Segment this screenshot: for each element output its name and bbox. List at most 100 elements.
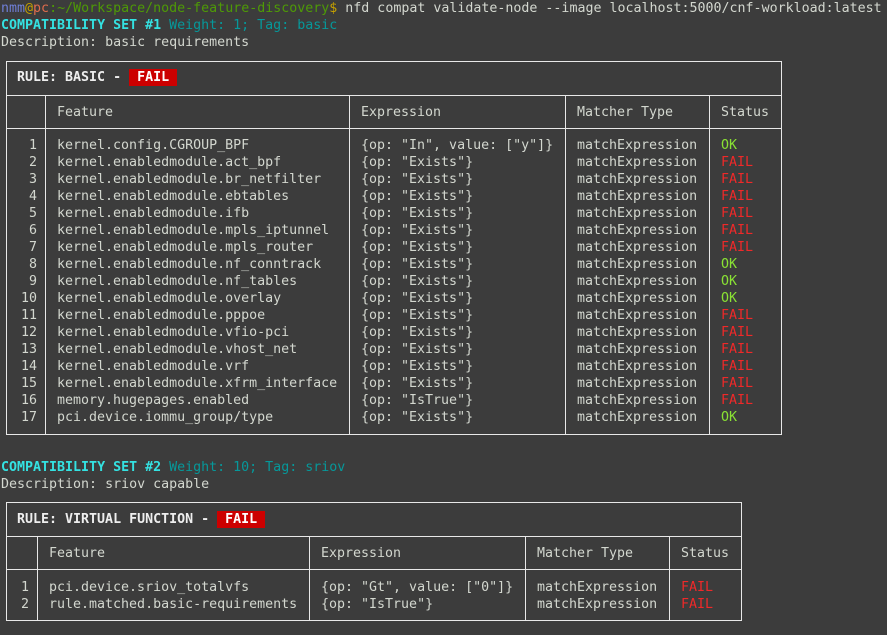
set1-description: Description: basic requirements <box>1 35 250 50</box>
row-status: FAIL <box>681 597 714 612</box>
row-row-index: 14 <box>21 359 38 374</box>
row-status: FAIL <box>721 206 754 221</box>
set2-description: Description: sriov capable <box>1 477 210 492</box>
row-status: FAIL <box>681 580 714 595</box>
row-row-index: 1 <box>21 580 30 595</box>
column-header-feature: Feature <box>49 546 106 561</box>
row-status: FAIL <box>721 376 754 391</box>
row-row-index: 9 <box>29 274 38 289</box>
set2-heading: COMPATIBILITY SET #2 Weight: 10; Tag: sr… <box>1 459 345 476</box>
row-feature: kernel.enabledmodule.vfio-pci <box>57 325 290 340</box>
row-expression: {op: "In", value: ["y"]} <box>361 138 554 153</box>
row-feature: kernel.enabledmodule.xfrm_interface <box>57 376 338 391</box>
row-status: OK <box>721 410 738 425</box>
row-matcher-type: matchExpression <box>577 376 698 391</box>
row-row-index: 6 <box>29 223 38 238</box>
rule-status-badge: FAIL <box>217 511 266 528</box>
rule-title: RULE: BASIC - FAIL <box>7 62 781 96</box>
rule-status-badge: FAIL <box>129 69 178 86</box>
row-feature: memory.hugepages.enabled <box>57 393 250 408</box>
rule-label: RULE: VIRTUAL FUNCTION - <box>17 512 218 527</box>
prompt-at: @ <box>25 1 34 16</box>
column-divider <box>37 537 38 620</box>
row-row-index: 13 <box>21 342 38 357</box>
column-divider <box>709 96 710 434</box>
set-meta: Weight: 10; Tag: sriov <box>161 460 346 475</box>
row-matcher-type: matchExpression <box>577 274 698 289</box>
row-matcher-type: matchExpression <box>577 359 698 374</box>
row-feature: pci.device.iommu_group/type <box>57 410 274 425</box>
row-feature: kernel.enabledmodule.pppoe <box>57 308 266 323</box>
row-status: FAIL <box>721 172 754 187</box>
row-matcher-type: matchExpression <box>577 325 698 340</box>
row-feature: kernel.enabledmodule.ifb <box>57 206 250 221</box>
table-header <box>7 537 741 570</box>
row-matcher-type: matchExpression <box>577 308 698 323</box>
column-header-matcher-type: Matcher Type <box>577 105 674 120</box>
row-feature: kernel.enabledmodule.ebtables <box>57 189 290 204</box>
set-title: COMPATIBILITY SET #2 <box>1 460 162 475</box>
row-matcher-type: matchExpression <box>577 189 698 204</box>
row-expression: {op: "Exists"} <box>361 240 474 255</box>
column-divider <box>669 537 670 620</box>
rule-table-virtual-function: RULE: VIRTUAL FUNCTION - FAIL Feature Exp… <box>6 502 742 621</box>
row-matcher-type: matchExpression <box>577 172 698 187</box>
row-matcher-type: matchExpression <box>577 291 698 306</box>
row-status: FAIL <box>721 342 754 357</box>
row-status: FAIL <box>721 223 754 238</box>
set1-heading: COMPATIBILITY SET #1 Weight: 1; Tag: bas… <box>1 17 337 34</box>
row-expression: {op: "Exists"} <box>361 206 474 221</box>
row-row-index: 4 <box>29 189 38 204</box>
rule-title: RULE: VIRTUAL FUNCTION - FAIL <box>7 503 741 537</box>
row-status: FAIL <box>721 393 754 408</box>
row-status: OK <box>721 291 738 306</box>
row-matcher-type: matchExpression <box>577 155 698 170</box>
row-feature: rule.matched.basic-requirements <box>49 597 298 612</box>
row-feature: kernel.enabledmodule.nf_conntrack <box>57 257 322 272</box>
row-matcher-type: matchExpression <box>577 206 698 221</box>
prompt-dollar: $ <box>329 1 338 16</box>
command-text: nfd compat validate-node --image localho… <box>337 1 882 16</box>
set-title: COMPATIBILITY SET #1 <box>1 18 162 33</box>
row-matcher-type: matchExpression <box>577 240 698 255</box>
row-matcher-type: matchExpression <box>577 138 698 153</box>
prompt-path: ~/Workspace/node-feature-discovery <box>57 1 330 16</box>
column-header-matcher-type: Matcher Type <box>537 546 634 561</box>
row-feature: kernel.enabledmodule.vrf <box>57 359 250 374</box>
row-row-index: 16 <box>21 393 38 408</box>
prompt-user: nmm <box>1 1 26 16</box>
row-status: OK <box>721 274 738 289</box>
row-expression: {op: "Exists"} <box>361 410 474 425</box>
row-status: OK <box>721 138 738 153</box>
prompt-sep: : <box>49 1 58 16</box>
row-status: FAIL <box>721 155 754 170</box>
row-row-index: 8 <box>29 257 38 272</box>
row-feature: kernel.enabledmodule.nf_tables <box>57 274 298 289</box>
row-status: FAIL <box>721 359 754 374</box>
row-expression: {op: "Gt", value: ["0"]} <box>321 580 514 595</box>
column-divider <box>45 96 46 434</box>
row-expression: {op: "Exists"} <box>361 189 474 204</box>
row-row-index: 3 <box>29 172 38 187</box>
row-row-index: 12 <box>21 325 38 340</box>
row-row-index: 15 <box>21 376 38 391</box>
row-matcher-type: matchExpression <box>537 580 658 595</box>
row-expression: {op: "Exists"} <box>361 308 474 323</box>
column-header-feature: Feature <box>57 105 114 120</box>
row-feature: kernel.enabledmodule.vhost_net <box>57 342 298 357</box>
column-header-expression: Expression <box>321 546 402 561</box>
row-expression: {op: "Exists"} <box>361 325 474 340</box>
row-matcher-type: matchExpression <box>577 223 698 238</box>
row-row-index: 7 <box>29 240 38 255</box>
table-header <box>7 96 781 129</box>
column-divider <box>349 96 350 434</box>
column-divider <box>565 96 566 434</box>
row-row-index: 2 <box>21 597 30 612</box>
column-header-expression: Expression <box>361 105 442 120</box>
row-matcher-type: matchExpression <box>577 257 698 272</box>
row-row-index: 17 <box>21 410 38 425</box>
column-header-status: Status <box>681 546 730 561</box>
row-expression: {op: "Exists"} <box>361 172 474 187</box>
row-feature: pci.device.sriov_totalvfs <box>49 580 250 595</box>
row-feature: kernel.enabledmodule.br_netfilter <box>57 172 322 187</box>
